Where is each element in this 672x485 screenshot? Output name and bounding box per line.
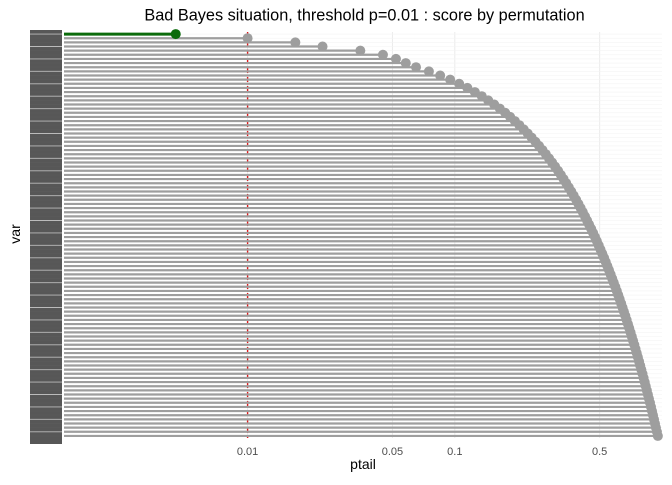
x-tick-label: 0.5 [592, 446, 607, 458]
x-tick-label: 0.1 [447, 446, 462, 458]
dots [170, 29, 663, 441]
lollipop-point [445, 74, 456, 85]
x-axis-label: ptail [350, 456, 376, 472]
lollipop-point [469, 87, 480, 98]
lollipop-point [454, 78, 465, 89]
chart-title: Bad Bayes situation, threshold p=0.01 : … [144, 7, 584, 25]
lollipop-point [377, 49, 388, 60]
highlight-point [170, 29, 181, 40]
y-tick-labels [30, 30, 62, 444]
lollipop-point [390, 53, 401, 64]
lollipop-point [423, 66, 434, 77]
lollipop-point [355, 45, 366, 56]
lollipop-point [435, 70, 446, 81]
lollipop-point [317, 41, 328, 52]
lollipop-point [290, 37, 301, 48]
marks-layer [64, 29, 663, 441]
lollipop-point [462, 82, 473, 93]
lollipop-point [242, 33, 253, 44]
x-tick-labels: 0.01 0.05 0.1 0.5 [237, 446, 607, 458]
lollipop-point [400, 58, 411, 69]
lollipop-point [411, 62, 422, 73]
y-axis-label: var [7, 224, 23, 244]
stems [64, 32, 658, 438]
x-tick-label: 0.01 [237, 446, 258, 458]
x-tick-label: 0.05 [382, 446, 403, 458]
